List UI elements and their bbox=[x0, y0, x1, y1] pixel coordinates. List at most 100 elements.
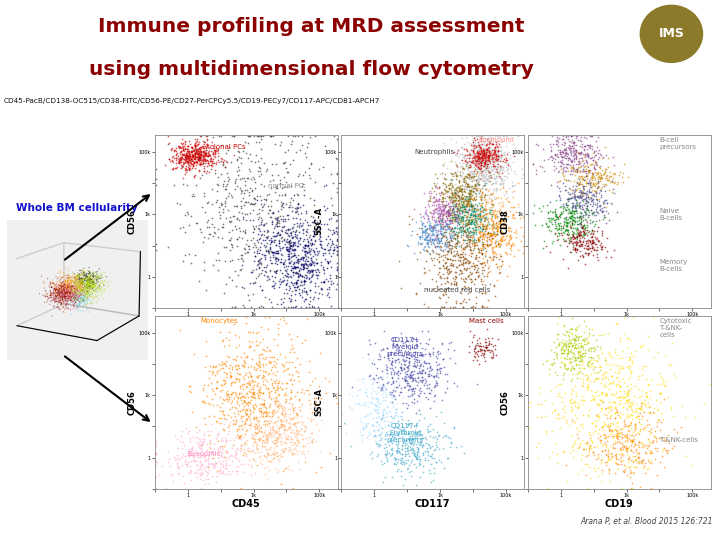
Point bbox=[428, 222, 439, 231]
Point bbox=[191, 145, 202, 153]
Point bbox=[313, 228, 325, 237]
Point bbox=[564, 145, 576, 154]
Point bbox=[553, 221, 564, 230]
Point bbox=[450, 184, 462, 192]
Point bbox=[417, 228, 428, 237]
Point bbox=[289, 302, 301, 311]
Point bbox=[458, 202, 469, 211]
Point bbox=[271, 382, 282, 391]
Point bbox=[311, 274, 323, 282]
Point bbox=[571, 165, 582, 173]
Point bbox=[567, 342, 578, 351]
Point bbox=[469, 280, 480, 288]
Point bbox=[472, 211, 483, 220]
Point bbox=[506, 182, 518, 191]
Point bbox=[659, 436, 670, 445]
Point bbox=[285, 435, 297, 443]
Point bbox=[410, 430, 422, 438]
Point bbox=[495, 223, 507, 232]
Point bbox=[261, 417, 273, 426]
Point bbox=[289, 263, 301, 272]
Point bbox=[455, 299, 467, 308]
Point bbox=[209, 147, 220, 156]
Point bbox=[310, 254, 322, 263]
Point bbox=[265, 413, 276, 421]
Point bbox=[462, 208, 473, 217]
Point bbox=[459, 226, 471, 235]
Point bbox=[489, 146, 500, 154]
Point bbox=[471, 147, 482, 156]
Point bbox=[473, 165, 485, 174]
Point bbox=[408, 439, 420, 448]
Point bbox=[289, 232, 300, 240]
Point bbox=[228, 132, 240, 140]
Point bbox=[215, 468, 226, 477]
Point bbox=[554, 211, 566, 220]
Point bbox=[248, 404, 260, 413]
Point bbox=[300, 250, 311, 259]
Point bbox=[227, 452, 238, 461]
Point bbox=[459, 221, 471, 230]
Point bbox=[630, 444, 642, 453]
Point bbox=[363, 428, 374, 436]
Point bbox=[424, 363, 436, 372]
Point bbox=[427, 347, 438, 356]
Point bbox=[476, 156, 487, 164]
Point bbox=[587, 198, 598, 207]
Point bbox=[580, 194, 592, 202]
Point bbox=[421, 285, 433, 293]
Point bbox=[267, 426, 279, 434]
Point bbox=[424, 364, 436, 373]
Point bbox=[249, 423, 261, 431]
Point bbox=[470, 341, 482, 349]
Point bbox=[467, 217, 478, 226]
Point bbox=[491, 132, 503, 140]
Point bbox=[488, 206, 500, 215]
Point bbox=[391, 457, 402, 466]
Point bbox=[615, 393, 626, 402]
Point bbox=[490, 151, 502, 160]
Point bbox=[204, 444, 216, 453]
Point bbox=[176, 153, 188, 161]
Point bbox=[297, 226, 309, 234]
Point bbox=[572, 341, 583, 350]
Point bbox=[331, 184, 343, 193]
Point bbox=[269, 140, 281, 149]
Point bbox=[300, 255, 312, 264]
Point bbox=[487, 146, 499, 154]
Point bbox=[232, 394, 243, 402]
Point bbox=[379, 416, 391, 425]
Point bbox=[477, 221, 489, 230]
Point bbox=[184, 156, 196, 165]
Point bbox=[446, 215, 457, 224]
Point bbox=[488, 145, 500, 154]
Point bbox=[199, 154, 210, 163]
Point bbox=[275, 250, 287, 259]
Point bbox=[607, 426, 618, 435]
Point bbox=[200, 447, 212, 455]
Point bbox=[554, 147, 565, 156]
Point bbox=[580, 445, 592, 454]
Point bbox=[201, 168, 212, 177]
Point bbox=[463, 170, 474, 179]
Point bbox=[280, 245, 292, 253]
Point bbox=[398, 364, 410, 373]
Point bbox=[558, 217, 570, 226]
Point bbox=[559, 149, 571, 158]
Point bbox=[182, 163, 194, 172]
Point bbox=[482, 164, 494, 172]
Point bbox=[267, 424, 279, 433]
Point bbox=[253, 424, 265, 433]
Point bbox=[205, 378, 217, 387]
Point bbox=[552, 392, 564, 400]
Point bbox=[184, 465, 196, 474]
Point bbox=[609, 367, 621, 376]
Point bbox=[278, 302, 289, 311]
Point bbox=[405, 467, 417, 475]
Point bbox=[446, 218, 457, 226]
Point bbox=[642, 392, 653, 400]
Point bbox=[467, 186, 479, 195]
Point bbox=[416, 228, 428, 237]
Point bbox=[626, 415, 637, 423]
Point bbox=[278, 236, 289, 245]
